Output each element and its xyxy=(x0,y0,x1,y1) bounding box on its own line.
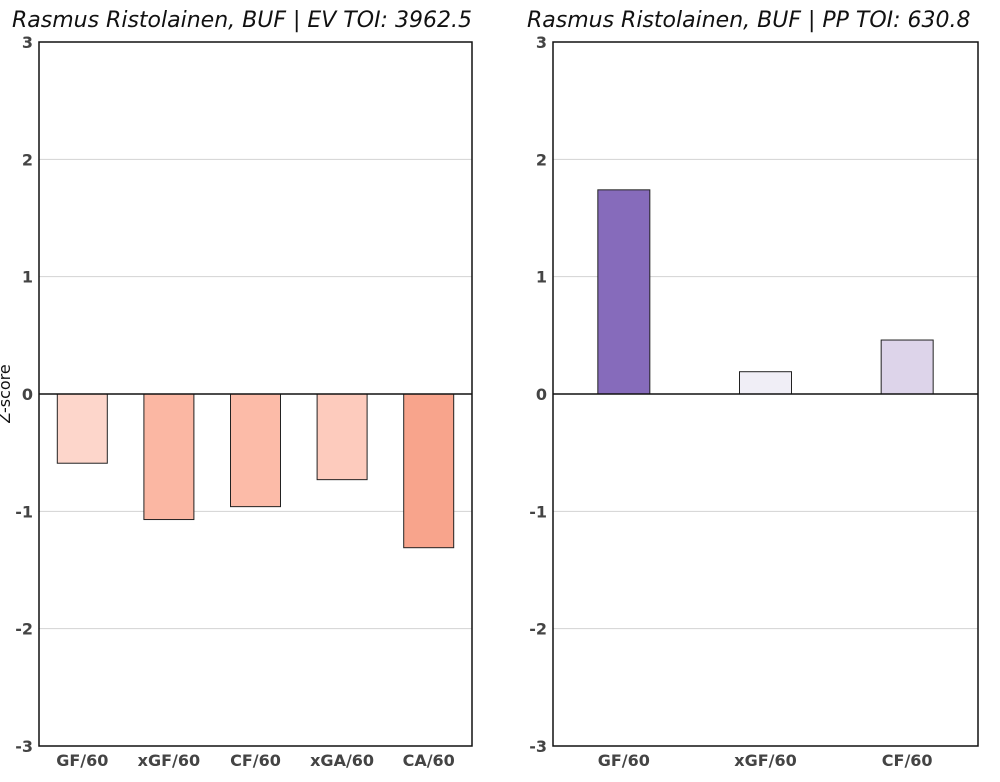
ev-chart-title: Rasmus Ristolainen, BUF | EV TOI: 3962.5 xyxy=(12,8,472,33)
ev-x-tick-label: CF/60 xyxy=(230,751,281,770)
ev-bar-gf-60 xyxy=(56,393,108,464)
ev-bar-ca-60 xyxy=(403,393,455,549)
ev-bar-xga-60 xyxy=(316,393,368,481)
ev-chart-panel: Rasmus Ristolainen, BUF | EV TOI: 3962.5… xyxy=(0,8,473,770)
pp-x-tick-label: xGF/60 xyxy=(734,751,797,770)
ev-x-tick-label: xGA/60 xyxy=(310,751,374,770)
pp-y-tick-label: 3 xyxy=(536,33,547,52)
ev-x-tick-label: CA/60 xyxy=(403,751,455,770)
pp-y-tick-label: 0 xyxy=(536,385,547,404)
pp-x-tick-label: GF/60 xyxy=(598,751,650,770)
pp-y-tick-label: 1 xyxy=(536,268,547,287)
ev-bar-cf-60 xyxy=(230,393,281,508)
ev-y-tick-label: -2 xyxy=(15,620,33,639)
ev-plot-frame xyxy=(38,41,473,747)
ev-x-tick-label: GF/60 xyxy=(56,751,108,770)
ev-x-tick-label: xGF/60 xyxy=(138,751,201,770)
ev-bar-xgf-60 xyxy=(143,393,195,521)
pp-bar-xgf-60 xyxy=(739,371,792,395)
pp-chart-panel: Rasmus Ristolainen, BUF | PP TOI: 630.8 … xyxy=(527,8,979,770)
pp-y-tick-label: -3 xyxy=(529,737,547,756)
ev-y-tick-label: -1 xyxy=(15,502,33,521)
ev-y-tick-label: 3 xyxy=(22,33,33,52)
pp-plot-frame xyxy=(552,41,979,747)
ev-y-tick-label: 1 xyxy=(22,268,33,287)
pp-bar-cf-60 xyxy=(880,339,934,395)
ev-y-axis-label: Z-score xyxy=(0,364,14,423)
ev-y-tick-label: 2 xyxy=(22,150,33,169)
pp-chart-title: Rasmus Ristolainen, BUF | PP TOI: 630.8 xyxy=(527,8,971,33)
pp-bar-gf-60 xyxy=(597,189,651,395)
ev-y-tick-label: 0 xyxy=(22,385,33,404)
pp-y-tick-label: -1 xyxy=(529,502,547,521)
pp-x-tick-label: CF/60 xyxy=(882,751,933,770)
pp-y-tick-label: -2 xyxy=(529,620,547,639)
pp-y-tick-label: 2 xyxy=(536,150,547,169)
ev-y-tick-label: -3 xyxy=(15,737,33,756)
